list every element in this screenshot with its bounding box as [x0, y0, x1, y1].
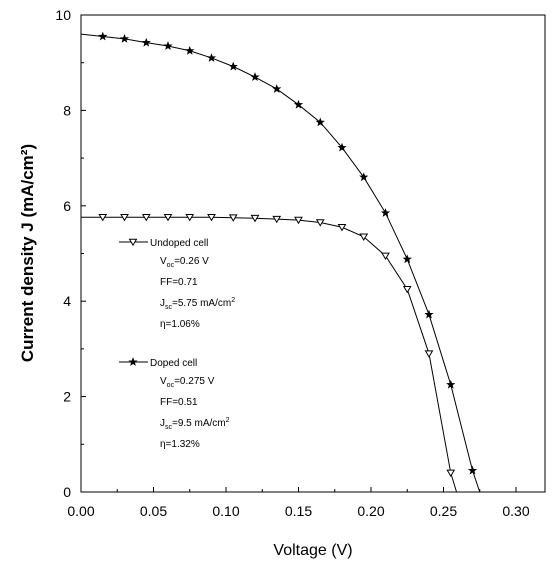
data-point	[119, 33, 130, 43]
annotation-line: FF=0.51	[160, 397, 198, 408]
data-point	[98, 31, 108, 41]
annotation-text: J	[160, 298, 165, 309]
x-axis-title: Voltage (V)	[273, 542, 352, 559]
annotation-line: Voc=0.275 V	[160, 376, 215, 389]
series-2	[80, 31, 481, 493]
y-tick-label: 2	[63, 389, 71, 405]
y-axis-title: Current density J (mA/cm²)	[18, 144, 37, 362]
annotation-text: =0.26 V	[174, 256, 209, 267]
annotation-line: Jsc=9.5 mA/cm2	[160, 417, 230, 431]
y-tick-label: 8	[63, 102, 71, 118]
annotation-text: =5.75 mA/cm	[172, 298, 231, 309]
data-point	[185, 213, 195, 222]
legend-label: Doped cell	[150, 358, 197, 369]
annotation-subscript: oc	[167, 262, 175, 269]
data-point	[228, 214, 238, 222]
annotation-text: V	[160, 256, 167, 267]
data-point	[141, 213, 151, 222]
annotation-text: J	[160, 418, 165, 429]
annotation-line: η=1.32%	[160, 439, 200, 450]
data-point	[250, 72, 260, 81]
legend-marker	[128, 357, 138, 366]
x-axis: 0.00 0.05 0.10 0.15 0.20 0.25 0.30	[67, 487, 530, 519]
data-point	[228, 61, 238, 71]
data-point	[250, 214, 260, 223]
data-point	[424, 309, 434, 319]
data-point	[315, 117, 325, 127]
y-tick-label: 0	[63, 484, 71, 500]
series-line	[81, 216, 458, 493]
legend-block-1: Undoped cell Voc=0.26 V FF=0.71 Jsc=5.75 mA…	[119, 238, 235, 330]
legend-marker	[128, 238, 138, 247]
data-point	[120, 213, 129, 222]
annotation-subscript: oc	[167, 382, 175, 389]
x-tick-label: 0.20	[357, 503, 384, 519]
annotation-superscript: 2	[226, 417, 230, 424]
x-tick-label: 0.25	[430, 503, 457, 519]
data-point	[380, 208, 391, 217]
data-point	[337, 223, 347, 232]
data-point	[381, 252, 390, 261]
data-point	[359, 233, 369, 241]
annotation-text: =9.5 mA/cm	[172, 418, 226, 429]
data-point	[163, 213, 173, 222]
series-1	[81, 213, 458, 493]
annotation-subscript: sc	[165, 424, 173, 431]
annotation-line: Voc=0.26 V	[160, 256, 209, 269]
data-point	[402, 285, 412, 294]
data-point	[402, 254, 412, 264]
data-point	[185, 45, 195, 55]
legend-block-2: Doped cell Voc=0.275 V FF=0.51 Jsc=9.5 mA/c…	[119, 357, 230, 450]
x-tick-label: 0.30	[502, 503, 529, 519]
annotation-text: V	[160, 376, 167, 387]
annotation-text: FF=0.51	[160, 397, 198, 408]
annotation-line: FF=0.71	[160, 277, 198, 288]
series-line	[80, 33, 481, 493]
data-point	[206, 53, 217, 62]
annotation-subscript: sc	[165, 304, 173, 311]
data-point	[293, 99, 304, 109]
data-point	[272, 84, 282, 93]
data-point	[446, 469, 456, 478]
x-tick-label: 0.10	[212, 503, 239, 519]
y-axis: 0 2 4 6 8 10	[55, 7, 86, 500]
data-point	[294, 216, 303, 225]
data-point	[98, 213, 108, 222]
annotation-text: FF=0.71	[160, 277, 198, 288]
data-point	[207, 213, 216, 222]
data-point	[163, 41, 173, 50]
data-point	[337, 142, 347, 152]
x-tick-label: 0.05	[140, 503, 167, 519]
data-point	[467, 465, 478, 475]
y-tick-label: 6	[63, 198, 71, 214]
data-point	[424, 350, 434, 358]
data-point	[141, 37, 151, 47]
annotation-text: =0.275 V	[174, 376, 215, 387]
legend-label: Undoped cell	[150, 238, 208, 249]
data-point	[315, 219, 325, 227]
plot-frame	[80, 14, 546, 493]
annotation-line: η=1.06%	[160, 319, 200, 330]
data-point	[446, 379, 456, 389]
x-tick-label: 0.00	[67, 503, 94, 519]
y-tick-label: 10	[55, 7, 71, 23]
annotation-text: η=1.32%	[160, 439, 200, 450]
y-tick-label: 4	[63, 293, 71, 309]
data-point	[272, 215, 282, 224]
annotation-line: Jsc=5.75 mA/cm2	[160, 297, 235, 311]
x-tick-label: 0.15	[285, 503, 312, 519]
annotation-text: η=1.06%	[160, 319, 200, 330]
series-layer	[80, 31, 481, 493]
annotation-superscript: 2	[231, 297, 235, 304]
data-point	[359, 172, 369, 182]
